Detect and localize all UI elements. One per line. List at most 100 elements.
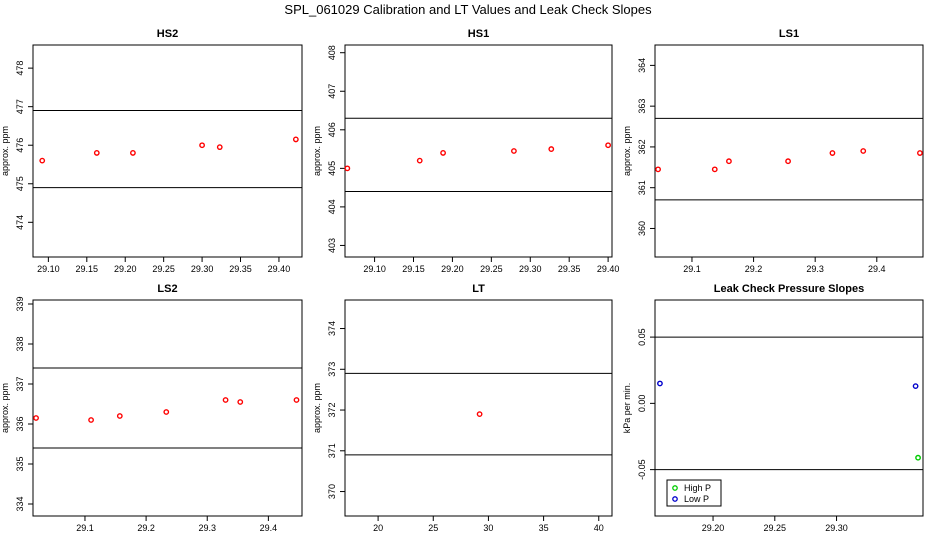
- x-tick-label: 29.20: [441, 264, 464, 274]
- y-axis-label: approx. ppm: [312, 126, 322, 176]
- x-tick-label: 29.35: [558, 264, 581, 274]
- y-tick-label: 478: [15, 61, 25, 76]
- panel-5: LT approx. ppm 20 25 30 35 40 370 371 372 373 374: [312, 283, 613, 533]
- y-tick-label: 372: [327, 403, 337, 418]
- data-point: [711, 166, 718, 173]
- y-tick-label: 0.00: [637, 395, 647, 413]
- y-tick-label: 374: [327, 321, 337, 336]
- panel-title: Leak Check Pressure Slopes: [714, 283, 864, 295]
- x-tick-label: 29.2: [745, 264, 763, 274]
- y-tick-label: 403: [327, 238, 337, 253]
- y-tick-label: 363: [637, 99, 647, 114]
- y-tick-label: 338: [15, 336, 25, 351]
- y-tick-label: 406: [327, 122, 337, 137]
- data-point: [785, 158, 791, 165]
- x-tick-label: 29.4: [260, 523, 278, 533]
- y-tick-label: 477: [15, 99, 25, 114]
- y-tick-label: 405: [327, 161, 337, 176]
- data-point: [917, 150, 923, 156]
- y-tick-label: 475: [15, 176, 25, 191]
- y-tick-label: 339: [15, 296, 25, 311]
- x-tick-label: 29.30: [191, 264, 214, 274]
- plot-frame: [654, 299, 924, 517]
- y-tick-label: 335: [15, 456, 25, 471]
- y-tick-label: 361: [637, 180, 647, 195]
- data-point: [860, 148, 867, 154]
- data-point: [476, 411, 483, 418]
- panel-1: HS2 approx. ppm 29.10 29.15 29.20 29.25 29.30 2…: [0, 28, 303, 274]
- y-axis-label: kPa per min.: [622, 383, 632, 434]
- data-point: [655, 166, 661, 173]
- x-tick-label: 29.25: [764, 523, 787, 533]
- panel-title: HS2: [157, 28, 178, 40]
- y-tick-label: 0.05: [637, 328, 647, 346]
- y-axis-label: approx. ppm: [622, 126, 632, 176]
- plot-frame: [32, 299, 303, 517]
- x-tick-label: 29.1: [683, 264, 701, 274]
- y-tick-label: 370: [327, 484, 337, 499]
- data-point: [199, 142, 205, 149]
- x-tick-label: 29.20: [702, 523, 725, 533]
- data-point: [222, 397, 229, 403]
- x-tick-label: 29.15: [402, 264, 425, 274]
- x-tick-label: 29.3: [806, 264, 824, 274]
- x-tick-label: 29.1: [76, 523, 94, 533]
- x-tick-label: 29.25: [152, 264, 175, 274]
- y-tick-label: 371: [327, 443, 337, 458]
- y-tick-label: 404: [327, 199, 337, 214]
- panel-title: HS1: [468, 28, 489, 40]
- plot-frame: [32, 44, 303, 258]
- y-tick-label: 408: [327, 45, 337, 60]
- x-tick-label: 29.3: [198, 523, 216, 533]
- panel-title: LS1: [779, 28, 799, 40]
- panel-3: LS1 approx. ppm 29.1 29.2 29.3 29.4 360 361 362 3…: [622, 28, 924, 274]
- x-tick-label: 30: [483, 523, 493, 533]
- panel-6: Leak Check Pressure Slopes kPa per min. 29…: [622, 283, 924, 533]
- legend-label: Low P: [684, 494, 709, 504]
- x-tick-label: 29.15: [76, 264, 99, 274]
- data-point: [292, 136, 299, 143]
- x-tick-label: 29.30: [519, 264, 542, 274]
- plot-frame: [344, 299, 613, 517]
- data-point: [829, 150, 836, 156]
- panel-4: LS2 approx. ppm 29.1 29.2 29.3 29.4 334 335 336 3…: [0, 283, 303, 533]
- data-point: [344, 165, 351, 172]
- x-tick-label: 29.40: [268, 264, 291, 274]
- data-point: [39, 157, 46, 164]
- data-point: [33, 415, 39, 421]
- y-axis-label: approx. ppm: [0, 383, 10, 433]
- data-point: [216, 144, 223, 151]
- y-tick-label: 407: [327, 84, 337, 99]
- x-tick-label: 29.35: [229, 264, 252, 274]
- y-axis-label: approx. ppm: [0, 126, 10, 176]
- x-tick-label: 29.10: [363, 264, 386, 274]
- y-tick-label: -0.05: [637, 459, 647, 480]
- panel-2: HS1 approx. ppm 29.10 29.15 29.20 29.25 29.30 2…: [312, 28, 619, 274]
- x-tick-label: 29.2: [137, 523, 155, 533]
- data-point: [726, 158, 732, 165]
- y-tick-label: 336: [15, 416, 25, 431]
- y-tick-label: 337: [15, 376, 25, 391]
- panel-title: LT: [472, 283, 485, 295]
- data-point: [511, 148, 517, 154]
- data-point: [116, 413, 123, 419]
- panel-title: LS2: [157, 283, 177, 295]
- y-tick-label: 476: [15, 138, 25, 153]
- data-point: [605, 142, 612, 149]
- data-point: [293, 397, 300, 403]
- legend-marker: [672, 485, 678, 491]
- data-point: [163, 409, 170, 415]
- data-point: [657, 380, 663, 387]
- data-point: [912, 383, 919, 390]
- plot-frame: [344, 44, 613, 258]
- legend-marker: [672, 496, 678, 502]
- x-tick-label: 40: [594, 523, 604, 533]
- y-tick-label: 334: [15, 496, 25, 511]
- data-point: [88, 417, 94, 423]
- data-point: [237, 399, 244, 405]
- x-tick-label: 25: [428, 523, 438, 533]
- x-tick-label: 29.30: [825, 523, 848, 533]
- y-tick-label: 360: [637, 221, 647, 236]
- y-tick-label: 362: [637, 139, 647, 154]
